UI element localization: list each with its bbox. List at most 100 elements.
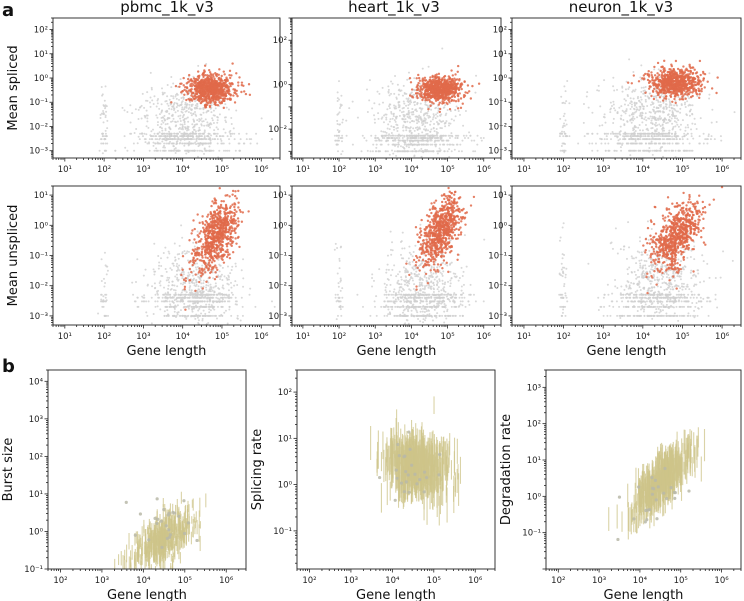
data-point: [658, 149, 661, 152]
data-point: [149, 134, 152, 137]
data-point: [668, 142, 671, 145]
data-point: [223, 87, 226, 91]
data-point: [102, 121, 105, 124]
data-point: [457, 109, 460, 112]
data-point: [468, 131, 471, 134]
data-point: [434, 107, 437, 110]
data-point: [634, 138, 637, 141]
data-point: [681, 138, 684, 141]
data-point: [405, 145, 408, 148]
data-point: [211, 79, 214, 82]
data-point: [436, 83, 439, 86]
data-point: [215, 126, 218, 129]
data-point: [168, 112, 171, 115]
data-point: [206, 93, 209, 96]
data-point: [477, 82, 481, 85]
data-point: [421, 137, 424, 140]
data-point: [629, 119, 632, 122]
data-point: [630, 103, 633, 106]
data-point: [656, 93, 660, 97]
data-point: [655, 99, 658, 102]
data-point: [668, 106, 671, 109]
data-point: [237, 81, 240, 84]
data-point: [393, 106, 396, 109]
data-point: [656, 72, 659, 75]
data-point: [449, 109, 452, 112]
data-point: [201, 73, 204, 76]
data-point: [386, 139, 389, 142]
data-point: [663, 73, 667, 76]
data-point: [121, 106, 124, 109]
data-point: [163, 132, 166, 135]
data-point: [430, 128, 433, 131]
data-point: [182, 114, 185, 117]
data-point: [406, 100, 409, 103]
data-point: [675, 110, 678, 113]
data-point: [100, 142, 103, 145]
data-point: [169, 138, 172, 141]
data-point: [189, 79, 192, 82]
data-point: [413, 143, 416, 146]
data-point: [655, 135, 658, 138]
data-point: [633, 117, 636, 120]
data-point: [199, 96, 203, 99]
data-point: [691, 66, 694, 69]
data-point: [229, 132, 232, 135]
data-point: [187, 97, 190, 101]
data-point: [171, 120, 174, 123]
data-point: [242, 84, 245, 88]
data-point: [195, 77, 198, 81]
data-point: [179, 117, 182, 120]
data-point: [448, 108, 452, 111]
data-point: [183, 135, 186, 138]
data-point: [620, 118, 623, 121]
data-point: [623, 138, 626, 141]
data-point: [209, 149, 212, 152]
column-title-pbmc: pbmc_1k_v3: [120, 0, 214, 17]
data-point: [385, 131, 388, 134]
data-point: [597, 84, 600, 87]
data-point: [338, 134, 341, 137]
data-point: [647, 129, 650, 132]
data-point: [465, 134, 468, 137]
data-point: [677, 96, 680, 99]
data-point: [420, 139, 423, 142]
data-point: [644, 112, 647, 115]
data-point: [373, 121, 376, 124]
data-point: [623, 111, 626, 114]
data-point: [160, 87, 163, 90]
data-point: [435, 132, 438, 135]
data-point: [155, 135, 158, 138]
data-point: [439, 120, 442, 123]
data-point: [628, 58, 631, 61]
data-point: [677, 142, 680, 145]
data-point: [220, 139, 223, 142]
data-point: [437, 79, 440, 83]
data-point: [391, 134, 394, 137]
data-point: [564, 149, 567, 152]
data-point: [434, 76, 437, 79]
data-point: [640, 86, 643, 89]
data-point: [591, 142, 594, 145]
data-point: [392, 152, 395, 155]
data-point: [161, 138, 164, 141]
data-point: [386, 127, 389, 130]
data-point: [650, 119, 653, 122]
data-point: [416, 139, 419, 142]
data-point: [175, 138, 178, 141]
data-point: [391, 82, 394, 85]
data-point: [427, 80, 430, 84]
data-point: [409, 134, 412, 137]
series-all-genes: [558, 58, 736, 158]
data-point: [213, 132, 216, 135]
data-point: [193, 95, 197, 98]
data-point: [381, 101, 384, 104]
data-point: [178, 98, 181, 101]
data-point: [633, 90, 636, 93]
data-point: [408, 100, 411, 103]
data-point: [199, 141, 202, 144]
data-point: [401, 117, 404, 120]
data-point: [443, 122, 446, 125]
data-point: [447, 78, 450, 81]
data-point: [668, 87, 671, 91]
